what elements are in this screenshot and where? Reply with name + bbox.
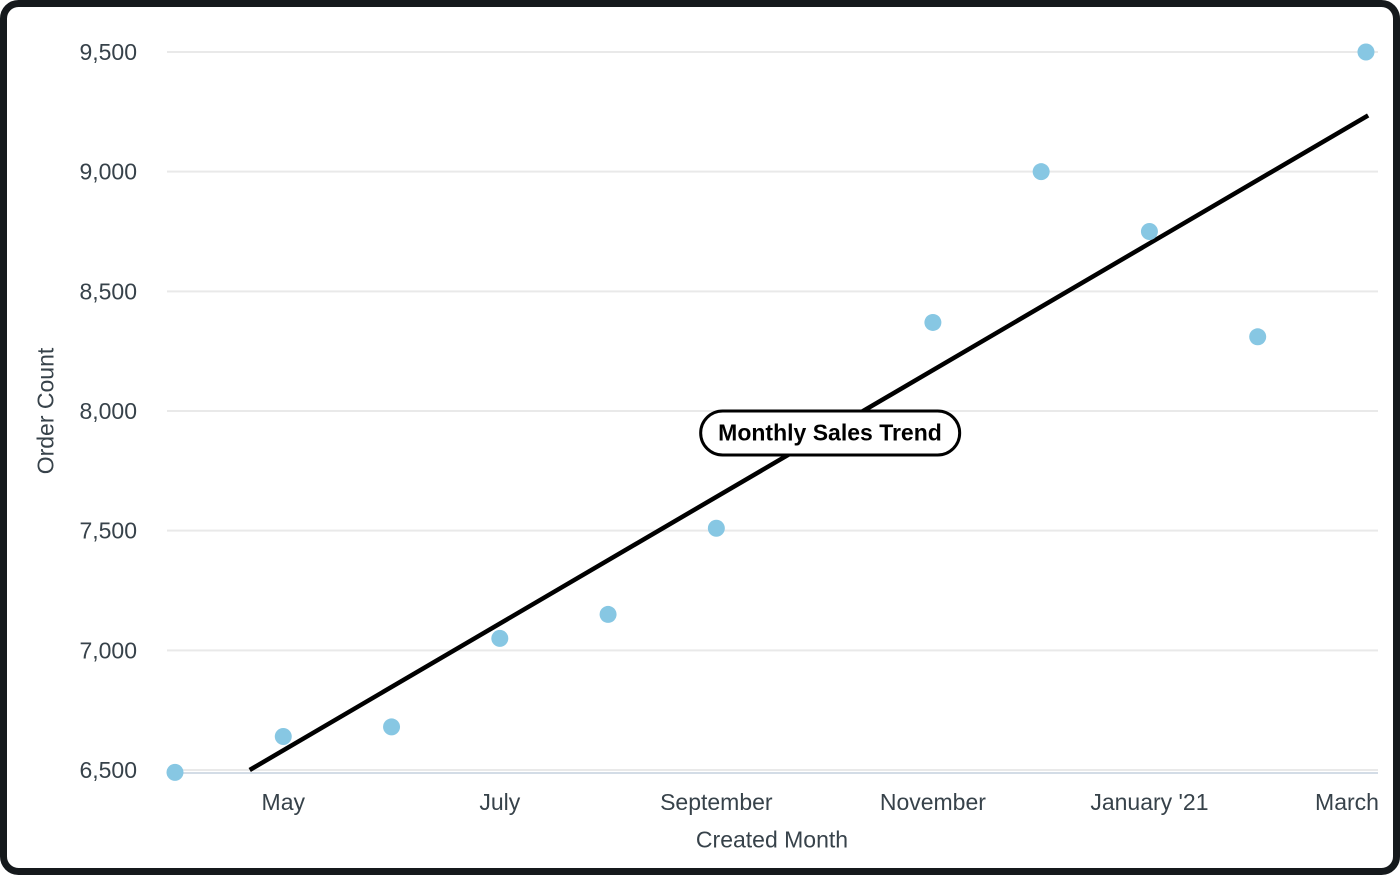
y-tick-label: 7,500 (79, 518, 137, 544)
data-point[interactable] (1140, 223, 1158, 240)
x-tick-label: September (660, 789, 773, 815)
y-tick-label: 9,000 (79, 159, 137, 185)
data-point[interactable] (707, 519, 725, 537)
data-point[interactable] (166, 763, 184, 781)
data-point[interactable] (274, 727, 292, 745)
data-point[interactable] (1249, 328, 1267, 346)
y-tick-label: 8,500 (79, 278, 137, 304)
data-point[interactable] (1032, 163, 1050, 181)
data-point[interactable] (491, 629, 509, 647)
y-tick-label: 8,000 (79, 398, 137, 424)
data-point[interactable] (924, 313, 942, 331)
data-point[interactable] (599, 605, 617, 623)
x-tick-label: May (262, 789, 306, 815)
y-tick-label: 7,000 (79, 637, 137, 663)
x-tick-label: March (1315, 789, 1379, 815)
x-tick-label: November (880, 789, 986, 815)
data-point[interactable] (1357, 43, 1375, 61)
x-tick-label: July (479, 789, 520, 815)
y-tick-label: 9,500 (79, 39, 137, 65)
y-tick-label: 6,500 (79, 757, 137, 783)
x-tick-label: January '21 (1090, 789, 1208, 815)
chart-title: Monthly Sales Trend (718, 419, 942, 446)
chart-title-pill: Monthly Sales Trend (699, 409, 961, 457)
data-point[interactable] (383, 718, 401, 736)
x-axis-title: Created Month (695, 826, 849, 853)
y-axis-title: Order Count (32, 347, 59, 475)
